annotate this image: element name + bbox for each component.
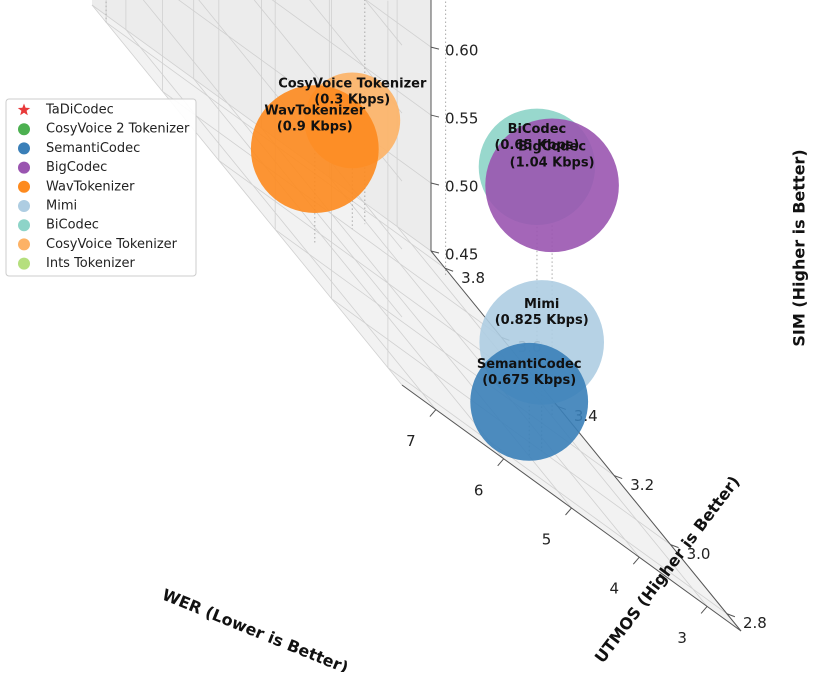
legend-marker <box>18 257 30 270</box>
x-tick-label: 6 <box>474 481 484 499</box>
bubble <box>485 118 619 253</box>
x-tick-mark <box>565 507 572 516</box>
bubble <box>250 85 379 213</box>
z-tick-label: 0.50 <box>445 178 478 196</box>
legend-label: Mimi <box>46 199 77 214</box>
legend-marker <box>18 161 30 174</box>
bubble-label: WavTokenizer (0.9 Kbps) <box>264 104 365 135</box>
legend-label: WavTokenizer <box>46 179 135 194</box>
legend-star-marker <box>17 103 31 116</box>
bubble <box>470 342 589 461</box>
z-axis-title: SIM (Higher is Better) <box>790 149 809 346</box>
x-axis-title: WER (Lower is Better) <box>160 585 352 672</box>
x-tick-mark <box>632 556 640 565</box>
bubble-marks <box>250 72 619 461</box>
legend-box <box>5 98 197 277</box>
legend-label: BiCodec <box>46 218 99 233</box>
legend-marker <box>18 200 30 212</box>
x-tick-mark <box>429 409 437 417</box>
x-tick-label: 5 <box>542 531 552 549</box>
legend-marker <box>18 180 30 193</box>
y-tick-mark <box>726 613 736 618</box>
bubble-labels: TaDiCodec(0.0875 Kbps)BiCodec(0.65 Kbps)… <box>264 77 595 388</box>
legend: TaDiCodec CosyVoice 2 Tokenizer SemantiCod… <box>5 98 197 277</box>
bubble-label: Mimi (0.825 Kbps) <box>495 297 589 328</box>
x-tick-label: 7 <box>406 432 416 450</box>
y-tick-mark <box>670 544 679 549</box>
grid-line-sim-wall <box>91 4 403 386</box>
z-tick-mark <box>430 182 440 186</box>
bubble-label-line: (0.65 Kbps) <box>494 138 579 153</box>
grid-line-sim-back <box>271 0 432 116</box>
x-tick-mark <box>700 606 708 614</box>
x-tick-label: 4 <box>610 580 620 598</box>
z-tick-mark <box>430 46 440 50</box>
bubble-label-line: WavTokenizer <box>264 104 365 119</box>
y-tick-label: 3.0 <box>687 545 711 563</box>
z-tick-label: 0.60 <box>445 42 478 60</box>
bubble-label-line: (0.3 Kbps) <box>314 93 390 108</box>
x-tick-mark <box>497 458 505 467</box>
bubble-label-line: SemantiCodec <box>477 357 582 372</box>
y-tick-mark <box>614 475 623 480</box>
bubble-label-line: BiCodec <box>508 122 567 137</box>
grid-line-sim-back <box>365 0 432 48</box>
legend-label: TaDiCodec <box>45 103 114 118</box>
legend-label: BigCodec <box>46 160 107 175</box>
bubble-label-line: (1.04 Kbps) <box>510 156 595 171</box>
legend-marker <box>18 219 30 232</box>
z-tick-mark <box>430 114 440 118</box>
bubble-label-line: (0.9 Kbps) <box>277 120 353 135</box>
bubble-label: SemantiCodec (0.675 Kbps) <box>477 357 582 388</box>
bubble-label: BigCodec (1.04 Kbps) <box>510 140 595 171</box>
legend-label: Ints Tokenizer <box>46 256 135 271</box>
bubble-label-line: CosyVoice Tokenizer <box>278 77 427 92</box>
legend-marker <box>18 238 30 251</box>
y-tick-label: 2.8 <box>743 614 767 632</box>
axis-edges <box>401 0 742 632</box>
grid-line-utmos-floor <box>162 91 502 338</box>
bubble-label: CosyVoice Tokenizer (0.3 Kbps) <box>278 77 427 108</box>
grid-line-utmos-floor <box>387 367 728 615</box>
z-tick-label: 0.55 <box>445 110 478 128</box>
y-axis-line <box>430 250 742 632</box>
bubble-label: BiCodec (0.65 Kbps) <box>494 122 579 153</box>
bubble-label-line: (0.675 Kbps) <box>482 373 576 388</box>
legend-label: CosyVoice 2 Tokenizer <box>46 122 190 137</box>
grid-line-wer-floor <box>125 29 437 410</box>
bubble-label-line: Mimi <box>524 297 559 312</box>
y-tick-label: 3.8 <box>461 269 485 287</box>
x-tick-label: 3 <box>677 629 687 647</box>
bubble-label-line: (0.825 Kbps) <box>495 313 589 328</box>
grid-line-sim-wall <box>142 0 403 318</box>
z-tick-label: 0.45 <box>445 246 478 264</box>
legend-label: SemantiCodec <box>46 141 140 156</box>
axis-panes <box>92 0 741 631</box>
bubble-label-line: BigCodec <box>518 140 586 155</box>
legend-label: CosyVoice Tokenizer <box>46 237 178 252</box>
z-tick-mark <box>430 250 440 254</box>
grid-line-sim-wall <box>309 0 403 114</box>
y-tick-label: 3.2 <box>630 476 654 494</box>
y-tick-mark <box>444 267 454 272</box>
grid-line-wer-floor <box>193 78 505 460</box>
legend-marker <box>18 123 30 136</box>
legend-marker <box>18 142 30 155</box>
